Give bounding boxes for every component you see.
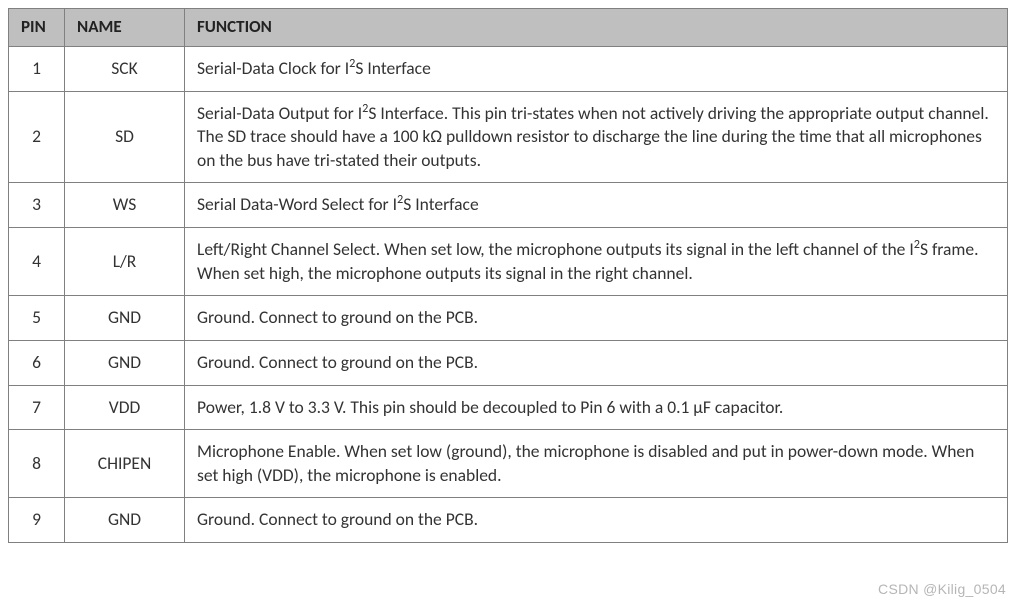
pin-name: GND	[65, 498, 185, 543]
col-header-name: NAME	[65, 9, 185, 47]
pin-name: GND	[65, 340, 185, 385]
table-row: 5 GND Ground. Connect to ground on the P…	[9, 296, 1008, 341]
table-row: 1 SCK Serial-Data Clock for I2S Interfac…	[9, 46, 1008, 91]
pin-function: Ground. Connect to ground on the PCB.	[185, 498, 1008, 543]
pin-function: Serial-Data Output for I2S Interface. Th…	[185, 91, 1008, 183]
table-row: 8 CHIPEN Microphone Enable. When set low…	[9, 430, 1008, 498]
pin-number: 9	[9, 498, 65, 543]
pin-number: 2	[9, 91, 65, 183]
pin-number: 4	[9, 228, 65, 296]
pin-table: PIN NAME FUNCTION 1 SCK Serial-Data Cloc…	[8, 8, 1008, 543]
pin-name: SCK	[65, 46, 185, 91]
pin-name: L/R	[65, 228, 185, 296]
table-row: 9 GND Ground. Connect to ground on the P…	[9, 498, 1008, 543]
pin-name: VDD	[65, 385, 185, 430]
pin-name: SD	[65, 91, 185, 183]
table-row: 2 SD Serial-Data Output for I2S Interfac…	[9, 91, 1008, 183]
table-row: 3 WS Serial Data-Word Select for I2S Int…	[9, 183, 1008, 228]
watermark: CSDN @Kilig_0504	[878, 581, 1006, 597]
pin-number: 6	[9, 340, 65, 385]
table-row: 7 VDD Power, 1.8 V to 3.3 V. This pin sh…	[9, 385, 1008, 430]
pin-function: Serial-Data Clock for I2S Interface	[185, 46, 1008, 91]
pin-function: Power, 1.8 V to 3.3 V. This pin should b…	[185, 385, 1008, 430]
col-header-function: FUNCTION	[185, 9, 1008, 47]
col-header-pin: PIN	[9, 9, 65, 47]
pin-function: Microphone Enable. When set low (ground)…	[185, 430, 1008, 498]
pin-number: 7	[9, 385, 65, 430]
pin-function: Ground. Connect to ground on the PCB.	[185, 340, 1008, 385]
pin-number: 1	[9, 46, 65, 91]
pin-number: 3	[9, 183, 65, 228]
pin-name: WS	[65, 183, 185, 228]
table-row: 4 L/R Left/Right Channel Select. When se…	[9, 228, 1008, 296]
pin-function: Left/Right Channel Select. When set low,…	[185, 228, 1008, 296]
pin-number: 8	[9, 430, 65, 498]
table-header: PIN NAME FUNCTION	[9, 9, 1008, 47]
pin-number: 5	[9, 296, 65, 341]
pin-function: Serial Data-Word Select for I2S Interfac…	[185, 183, 1008, 228]
pin-name: GND	[65, 296, 185, 341]
table-body: 1 SCK Serial-Data Clock for I2S Interfac…	[9, 46, 1008, 542]
table-row: 6 GND Ground. Connect to ground on the P…	[9, 340, 1008, 385]
pin-name: CHIPEN	[65, 430, 185, 498]
pin-function: Ground. Connect to ground on the PCB.	[185, 296, 1008, 341]
